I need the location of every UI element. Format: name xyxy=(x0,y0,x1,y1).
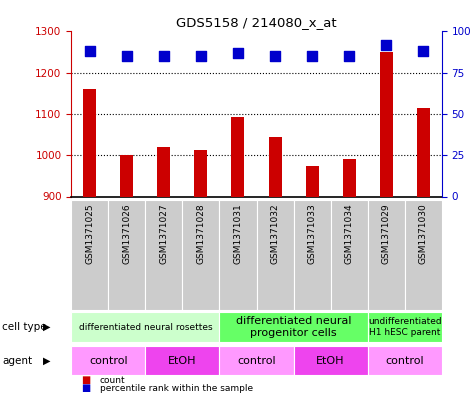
Text: EtOH: EtOH xyxy=(168,356,197,365)
Text: GSM1371029: GSM1371029 xyxy=(382,204,390,264)
Text: GSM1371034: GSM1371034 xyxy=(345,204,353,264)
Bar xyxy=(108,200,145,310)
Bar xyxy=(368,346,442,375)
Point xyxy=(419,48,427,54)
Bar xyxy=(305,165,319,196)
Bar xyxy=(231,117,245,196)
Text: GSM1371025: GSM1371025 xyxy=(86,204,94,264)
Text: GSM1371031: GSM1371031 xyxy=(234,204,242,264)
Bar xyxy=(368,312,442,342)
Bar xyxy=(380,52,393,196)
Text: count: count xyxy=(100,376,125,385)
Text: GSM1371027: GSM1371027 xyxy=(160,204,168,264)
Bar xyxy=(71,312,219,342)
Text: percentile rank within the sample: percentile rank within the sample xyxy=(100,384,253,393)
Point xyxy=(197,53,205,59)
Title: GDS5158 / 214080_x_at: GDS5158 / 214080_x_at xyxy=(176,16,337,29)
Bar xyxy=(71,200,108,310)
Bar xyxy=(219,200,256,310)
Bar xyxy=(294,200,331,310)
Bar xyxy=(417,108,430,196)
Text: control: control xyxy=(385,356,424,365)
Bar xyxy=(71,346,145,375)
Text: cell type: cell type xyxy=(2,322,47,332)
Bar xyxy=(342,160,356,196)
Text: GSM1371032: GSM1371032 xyxy=(271,204,279,264)
Text: GSM1371033: GSM1371033 xyxy=(308,204,316,264)
Bar xyxy=(145,200,182,310)
Text: ■: ■ xyxy=(81,375,90,385)
Point xyxy=(123,53,131,59)
Bar xyxy=(182,200,219,310)
Text: EtOH: EtOH xyxy=(316,356,345,365)
Bar xyxy=(120,155,133,196)
Bar xyxy=(83,89,96,196)
Point xyxy=(382,42,390,48)
Bar xyxy=(219,346,294,375)
Bar xyxy=(194,150,208,196)
Point xyxy=(160,53,168,59)
Point xyxy=(345,53,353,59)
Text: GSM1371028: GSM1371028 xyxy=(197,204,205,264)
Text: GSM1371030: GSM1371030 xyxy=(419,204,428,264)
Text: differentiated neural
progenitor cells: differentiated neural progenitor cells xyxy=(236,316,352,338)
Text: ▶: ▶ xyxy=(43,322,50,332)
Bar xyxy=(331,200,368,310)
Point xyxy=(86,48,94,54)
Bar xyxy=(219,312,368,342)
Text: control: control xyxy=(89,356,128,365)
Bar xyxy=(157,147,171,196)
Text: ■: ■ xyxy=(81,383,90,393)
Point xyxy=(234,50,242,56)
Bar xyxy=(405,200,442,310)
Bar xyxy=(145,346,219,375)
Text: GSM1371026: GSM1371026 xyxy=(123,204,131,264)
Bar xyxy=(294,346,368,375)
Text: ▶: ▶ xyxy=(43,356,50,365)
Point xyxy=(308,53,316,59)
Bar xyxy=(368,200,405,310)
Text: undifferentiated
H1 hESC parent: undifferentiated H1 hESC parent xyxy=(368,318,442,337)
Point xyxy=(271,53,279,59)
Text: differentiated neural rosettes: differentiated neural rosettes xyxy=(78,323,212,332)
Bar xyxy=(256,200,294,310)
Text: control: control xyxy=(237,356,276,365)
Text: agent: agent xyxy=(2,356,32,365)
Bar xyxy=(268,137,282,196)
